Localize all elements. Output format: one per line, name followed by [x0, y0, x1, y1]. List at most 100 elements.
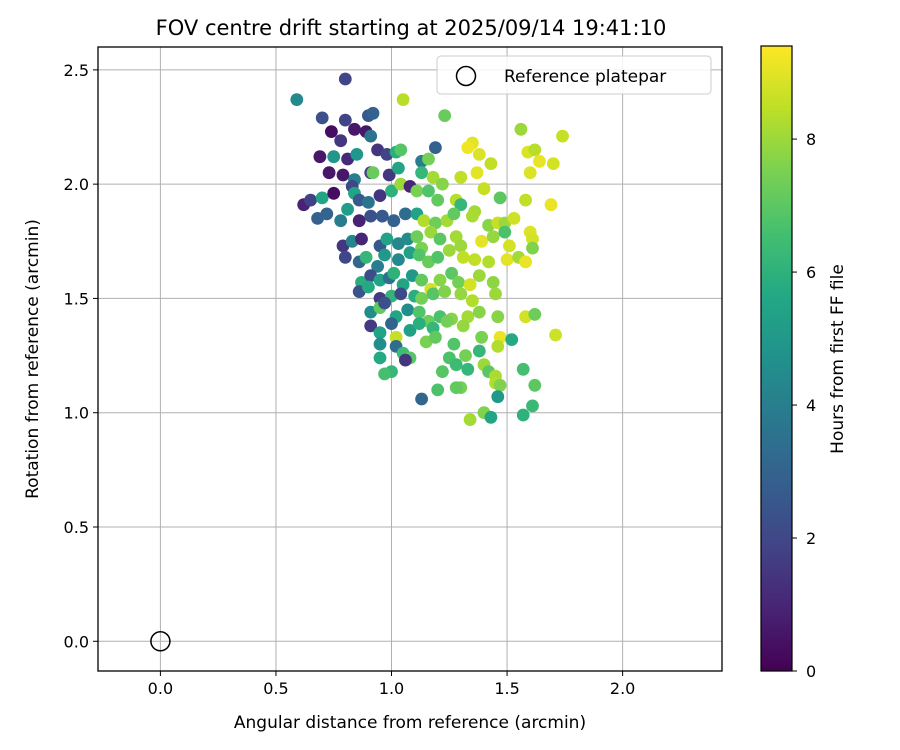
scatter-point [528, 378, 542, 392]
scatter-point [484, 410, 498, 424]
scatter-point [472, 148, 486, 161]
scatter-point [322, 166, 336, 180]
scatter-point [315, 191, 329, 205]
y-tick-label: 2.5 [64, 61, 89, 80]
scatter-point [389, 330, 403, 344]
scatter-point [523, 166, 537, 180]
scatter-point [325, 125, 338, 138]
scatter-point [338, 72, 352, 86]
scatter-point [412, 305, 426, 319]
scatter-point [378, 248, 391, 262]
scatter-point [399, 353, 412, 367]
scatter-point [472, 305, 486, 319]
scatter-point [373, 326, 387, 340]
scatter-point [394, 287, 408, 301]
scatter-point [422, 184, 435, 198]
scatter-point [364, 319, 378, 333]
colorbar-tick-label: 2 [806, 529, 816, 548]
scatter-point [410, 184, 424, 198]
scatter-point [461, 362, 475, 376]
scatter-point [472, 269, 486, 282]
colorbar-tick-label: 0 [806, 662, 816, 681]
scatter-point [315, 111, 329, 125]
scatter-point [463, 413, 477, 426]
scatter-point [313, 150, 327, 164]
scatter-point [463, 278, 477, 292]
scatter-point [375, 209, 389, 223]
scatter-point [472, 344, 486, 358]
scatter-point [449, 381, 463, 394]
x-tick-label: 1.5 [494, 679, 519, 698]
scatter-point [396, 93, 410, 106]
scatter-point [338, 113, 352, 127]
scatter-point [440, 314, 454, 328]
scatter-point [484, 157, 498, 171]
scatter-point [415, 292, 428, 305]
scatter-point [366, 106, 380, 120]
scatter-point [528, 308, 542, 321]
legend-marker-icon [455, 65, 477, 87]
scatter-point [526, 232, 539, 246]
scatter-point [362, 196, 375, 209]
scatter-point [519, 255, 532, 269]
colorbar-tick-label: 6 [806, 263, 816, 282]
scatter-point [449, 358, 463, 372]
scatter-point [454, 170, 468, 184]
scatter-point [528, 143, 542, 157]
scatter-point [482, 255, 495, 269]
scatter-point [431, 193, 445, 207]
scatter-point [355, 232, 368, 246]
scatter-point [382, 168, 396, 182]
scatter-point [466, 294, 479, 308]
scatter-points [290, 72, 569, 426]
scatter-point [304, 193, 317, 207]
scatter-point [426, 170, 440, 184]
scatter-point [433, 273, 447, 287]
colorbar-gradient [760, 45, 793, 672]
scatter-point [399, 207, 412, 221]
x-axis-label: Angular distance from reference (arcmin) [234, 713, 586, 733]
scatter-point [486, 230, 500, 244]
scatter-point [362, 280, 375, 294]
scatter-point [433, 232, 447, 246]
x-tick-label: 0.0 [148, 679, 173, 698]
scatter-point [447, 207, 461, 221]
scatter-point [546, 157, 560, 171]
y-tick-label: 2.0 [64, 175, 89, 194]
colorbar-ticks: 0 2 4 6 8 [792, 130, 816, 681]
scatter-point [491, 310, 505, 324]
scatter-point [454, 198, 468, 212]
scatter-point [415, 166, 428, 180]
scatter-point [516, 362, 530, 376]
colorbar-label: Hours from first FF file [828, 264, 848, 454]
scatter-point [475, 234, 488, 248]
colorbar-tick-label: 4 [806, 396, 816, 415]
scatter-point [364, 209, 378, 223]
scatter-point [491, 390, 505, 404]
scatter-point [456, 250, 470, 264]
scatter-point [556, 129, 569, 143]
scatter-point [431, 383, 445, 397]
scatter-point [385, 317, 398, 330]
scatter-point [378, 367, 391, 381]
scatter-point [429, 330, 442, 344]
scatter-point [503, 239, 516, 253]
scatter-point [371, 260, 384, 273]
scatter-point [447, 337, 461, 351]
reference-point [150, 631, 171, 652]
scatter-point [387, 266, 401, 280]
scatter-point [431, 250, 445, 264]
y-tick-label: 1.0 [64, 404, 89, 423]
scatter-point [456, 319, 470, 333]
scatter-point [392, 253, 405, 266]
scatter-point [412, 248, 426, 262]
scatter-point [338, 250, 352, 264]
scatter-point [468, 253, 482, 266]
reference-platepar-marker [150, 631, 171, 652]
scatter-point [424, 225, 438, 239]
scatter-point [373, 189, 387, 203]
plot-frame [97, 46, 723, 672]
scatter-point [454, 239, 468, 253]
scatter-point [327, 186, 341, 200]
scatter-point [477, 182, 491, 196]
